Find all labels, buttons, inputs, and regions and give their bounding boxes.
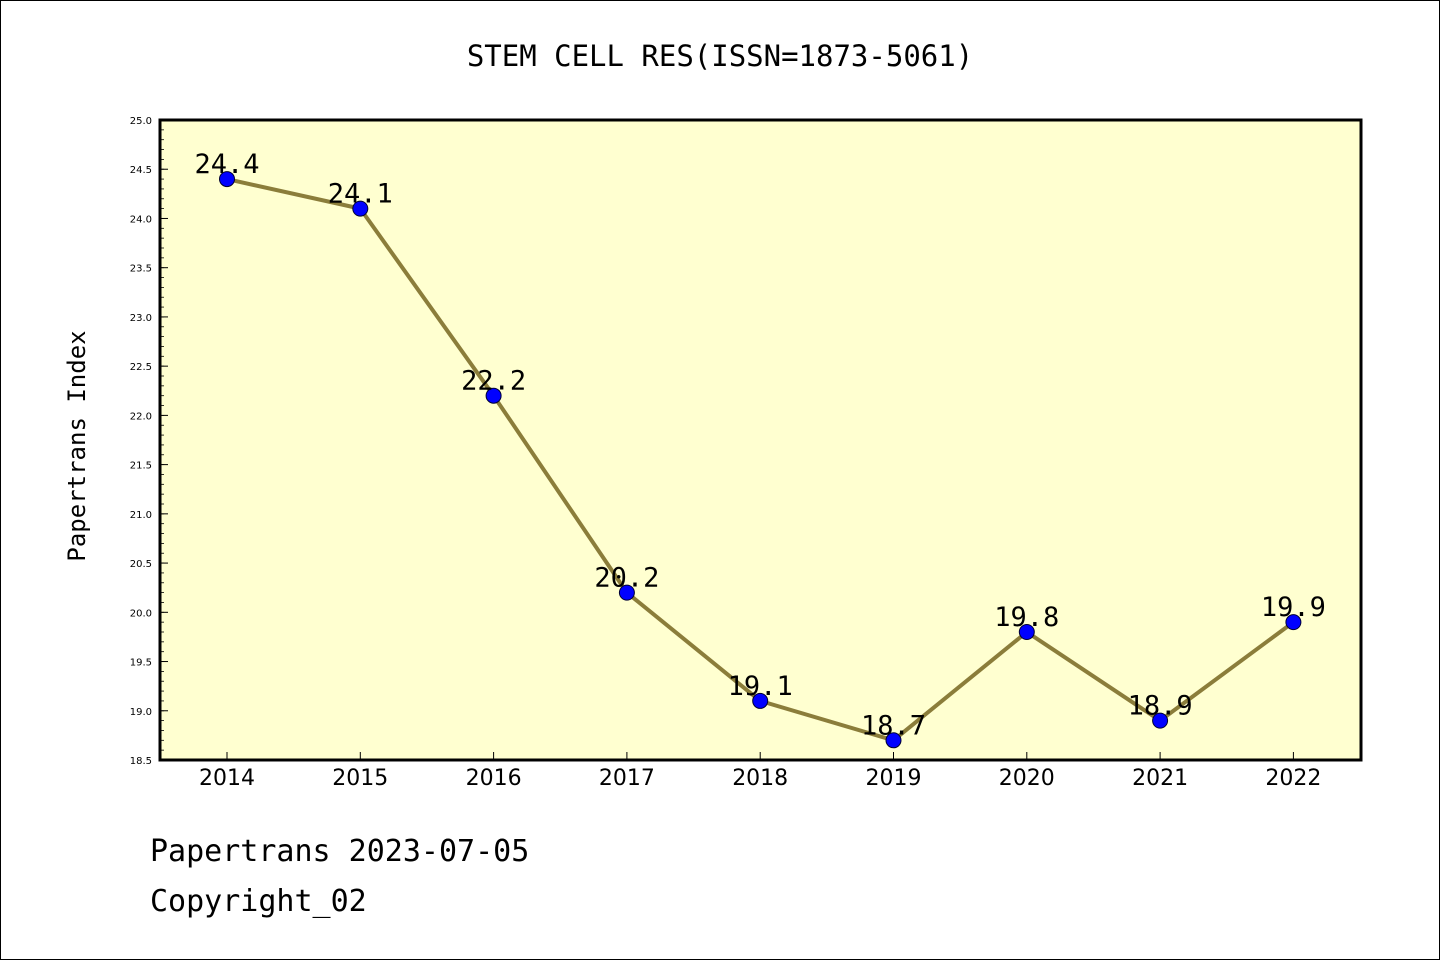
data-point	[485, 387, 502, 404]
data-label: 18.9	[1128, 691, 1193, 722]
plot-area	[158, 118, 1363, 762]
data-point	[1152, 712, 1169, 729]
y-tick-label: 22.5	[130, 362, 152, 373]
x-tick-label: 2015	[332, 766, 388, 791]
footer-date: Papertrans 2023-07-05	[150, 834, 530, 869]
y-tick-label: 19.0	[130, 707, 152, 718]
x-tick-label: 2018	[732, 766, 788, 791]
x-axis: 2014 2015 2016 2017 2018 2019 2020 2021 2022	[199, 752, 1321, 791]
series-papertrans-index: 24.4 24.1 22.2 20.2 19.1 18.7 19.8 18.9 19.9	[194, 149, 1326, 749]
data-label: 20.2	[594, 563, 659, 594]
y-axis-label: Papertrans Index	[63, 330, 91, 561]
data-label: 19.8	[994, 602, 1059, 633]
y-tick-label: 24.0	[130, 214, 152, 225]
data-point	[618, 584, 635, 601]
y-tick-label: 22.0	[130, 411, 152, 422]
data-point	[219, 171, 235, 188]
data-label: 18.7	[861, 710, 926, 741]
x-tick-label: 2014	[199, 766, 255, 791]
data-point	[1285, 614, 1302, 631]
data-label: 19.1	[728, 671, 793, 702]
data-label: 19.9	[1261, 592, 1326, 623]
x-tick-label: 2022	[1265, 766, 1321, 791]
x-tick-label: 2016	[466, 766, 522, 791]
footer-copyright: Copyright_02	[150, 884, 367, 919]
chart-title: STEM CELL RES(ISSN=1873-5061)	[467, 39, 973, 73]
y-tick-label: 21.5	[130, 461, 152, 472]
y-tick-label: 24.5	[130, 165, 152, 176]
y-axis: 18.5 19.0 19.5 20.0 20.5 21.0 21.5 22.0 22.5 23.0…	[130, 116, 168, 767]
x-tick-label: 2019	[866, 766, 922, 791]
x-tick-label: 2021	[1132, 766, 1188, 791]
data-point	[752, 692, 769, 709]
y-tick-label: 23.0	[130, 313, 152, 324]
y-tick-label: 20.0	[130, 608, 152, 619]
y-tick-label: 19.5	[130, 658, 152, 669]
y-tick-label: 25.0	[130, 116, 152, 127]
y-tick-label: 20.5	[130, 559, 152, 570]
x-tick-label: 2017	[599, 766, 655, 791]
y-tick-label: 23.5	[130, 264, 152, 275]
data-label: 22.2	[461, 366, 526, 397]
data-point	[885, 732, 902, 749]
y-tick-label: 18.5	[130, 756, 152, 767]
data-label: 24.1	[328, 179, 393, 210]
data-point	[1018, 624, 1035, 640]
data-label: 24.4	[194, 149, 259, 180]
y-tick-label: 21.0	[130, 510, 152, 521]
data-point	[352, 200, 369, 217]
x-tick-label: 2020	[999, 766, 1055, 791]
